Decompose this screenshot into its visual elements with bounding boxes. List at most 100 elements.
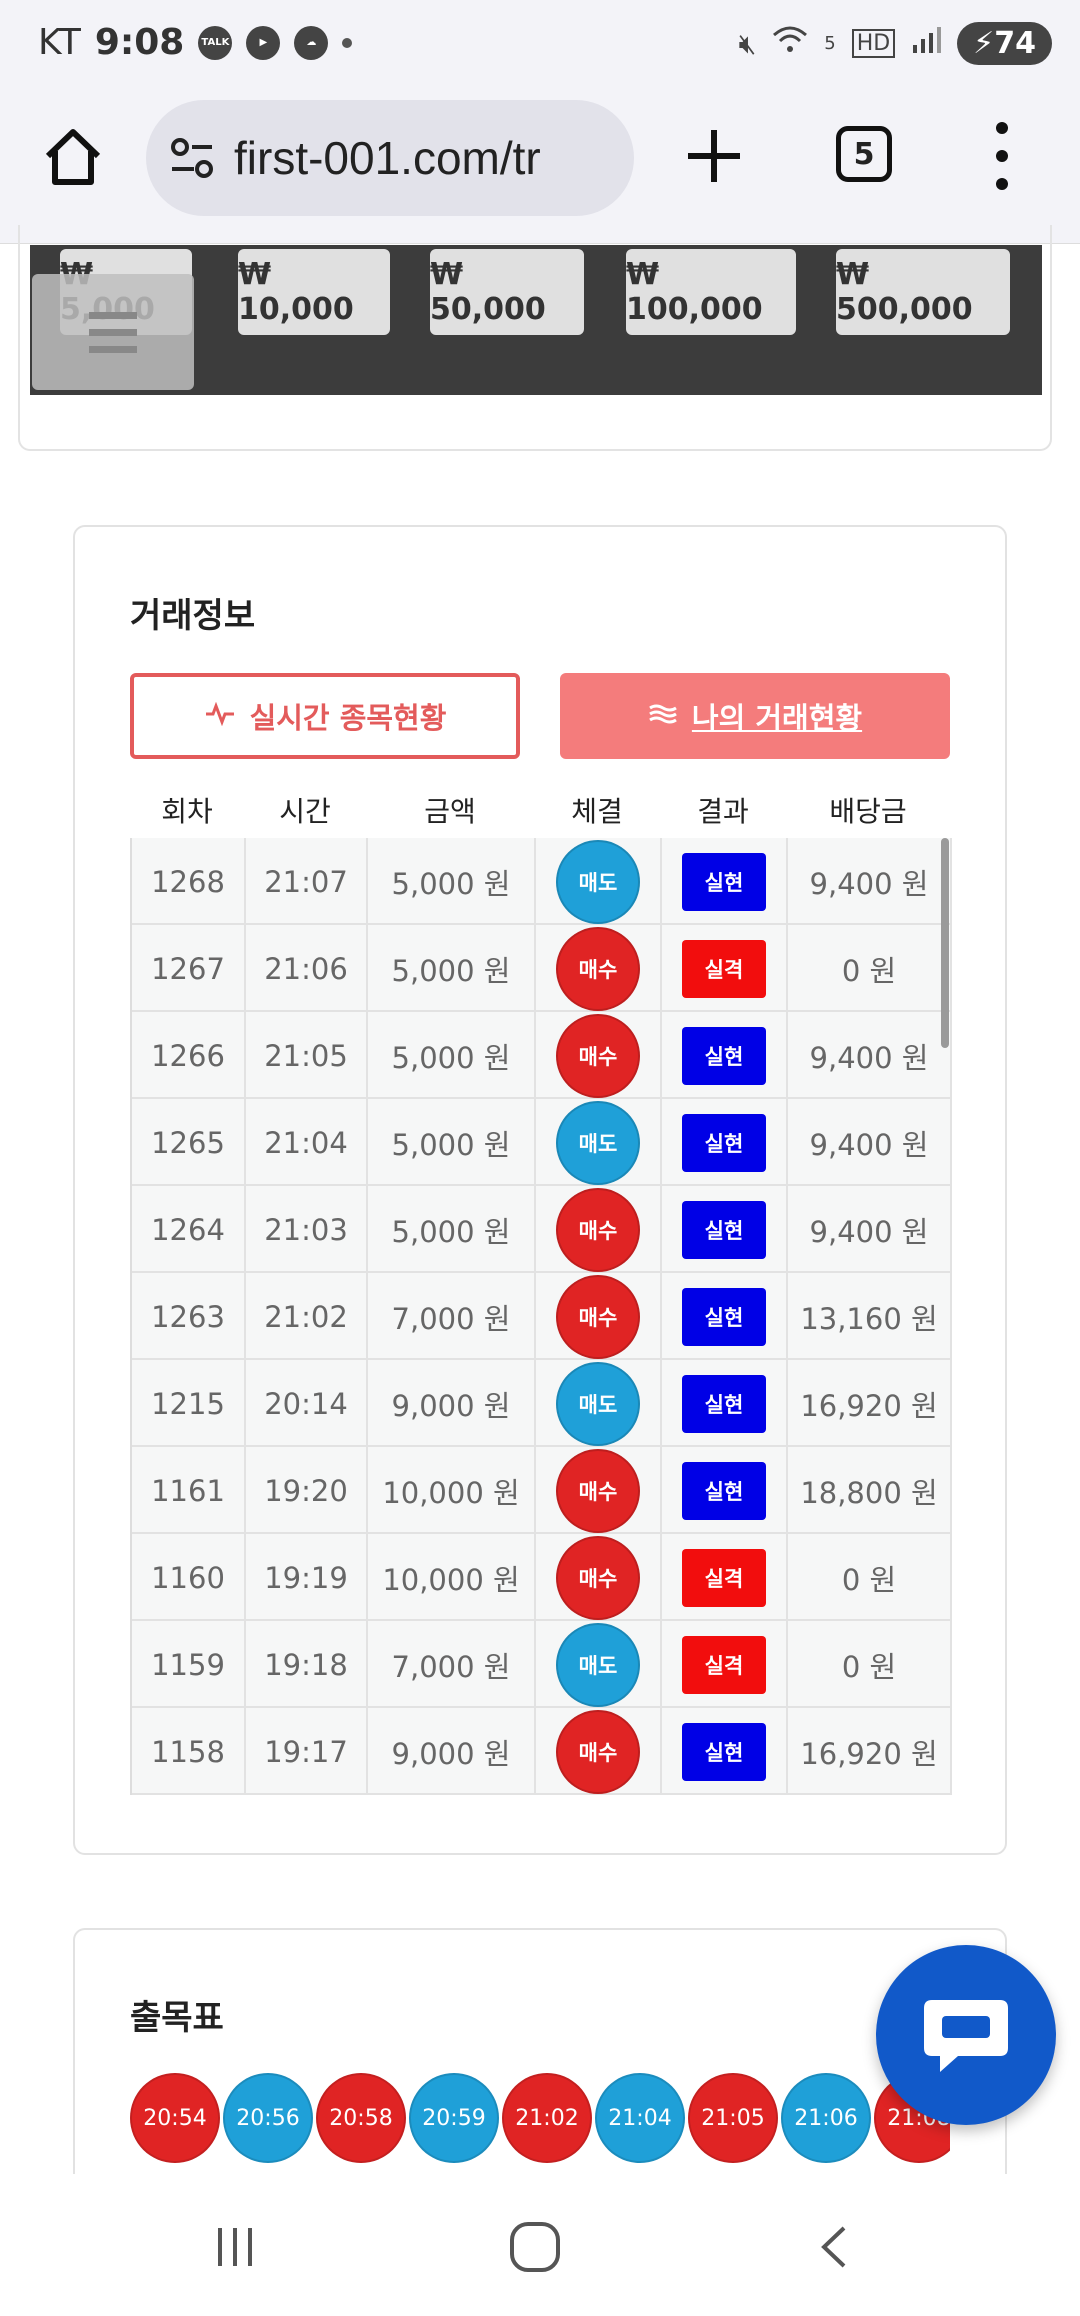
table-row: 1265 21:04 5,000 원 매도 실현 9,400 원 (132, 1099, 952, 1186)
buy-badge: 매수 (556, 926, 640, 1011)
cell-time: 21:04 (246, 1099, 368, 1186)
system-nav-bar (0, 2174, 1080, 2316)
sell-badge: 매도 (556, 839, 640, 924)
cell-round: 1161 (132, 1447, 246, 1534)
disqualified-badge: 실격 (682, 1548, 766, 1607)
cell-result: 실현 (662, 1099, 788, 1186)
battery-level: 74 (994, 26, 1036, 61)
tabs-icon[interactable]: 5 (836, 126, 892, 182)
cell-trade: 매도 (536, 838, 662, 925)
amount-button-10000[interactable]: ₩ 10,000 (238, 249, 390, 335)
trade-table-body[interactable]: 1268 21:07 5,000 원 매도 실현 9,400 원 1267 21:06 5,00… (130, 838, 952, 1795)
realized-badge: 실현 (682, 1374, 766, 1433)
cell-time: 21:06 (246, 925, 368, 1012)
tab-my-trades[interactable]: 나의 거래현황 (560, 673, 950, 759)
tab-mine-label: 나의 거래현황 (691, 701, 863, 735)
cell-amount: 10,000 원 (368, 1534, 536, 1621)
board-result-circle: 21:05 (688, 2073, 778, 2163)
cell-payout: 0 원 (788, 1534, 952, 1621)
recent-apps-icon[interactable] (200, 2214, 270, 2280)
tab-live-status[interactable]: 실시간 종목현황 (130, 673, 520, 759)
disqualified-badge: 실격 (682, 939, 766, 998)
table-header: 회차 시간 금액 체결 결과 배당금 (130, 790, 950, 830)
cell-trade: 매수 (536, 1534, 662, 1621)
tune-icon[interactable] (168, 134, 216, 182)
sell-badge: 매도 (556, 1361, 640, 1446)
table-row: 1215 20:14 9,000 원 매도 실현 16,920 원 (132, 1360, 952, 1447)
talk-notification-icon: TALK (198, 25, 233, 60)
cell-result: 실현 (662, 1360, 788, 1447)
amount-button-50000[interactable]: ₩ 50,000 (430, 249, 584, 335)
buy-badge: 매수 (556, 1187, 640, 1272)
back-icon[interactable] (800, 2214, 870, 2280)
sell-badge: 매도 (556, 1100, 640, 1185)
more-notifications-icon (342, 37, 353, 48)
address-bar[interactable]: first-001.com/tr (146, 100, 634, 216)
realized-badge: 실현 (682, 1113, 766, 1172)
cell-result: 실격 (662, 925, 788, 1012)
home-icon[interactable] (40, 124, 106, 190)
cell-amount: 5,000 원 (368, 1099, 536, 1186)
cell-payout: 9,400 원 (788, 1012, 952, 1099)
cell-payout: 0 원 (788, 1621, 952, 1708)
cell-time: 20:14 (246, 1360, 368, 1447)
tab-count: 5 (853, 136, 875, 172)
board-row: 20:54 20:56 20:58 20:59 21:02 21:04 21:05 21:06… (130, 2073, 950, 2173)
cell-trade: 매도 (536, 1621, 662, 1708)
board-result-circle: 20:54 (130, 2073, 220, 2163)
trade-info-title: 거래정보 (130, 596, 256, 636)
cell-result: 실현 (662, 1012, 788, 1099)
col-round: 회차 (161, 795, 213, 828)
home-nav-icon[interactable] (500, 2214, 570, 2280)
cloud-notification-icon: ☁ (294, 25, 329, 60)
table-row: 1263 21:02 7,000 원 매수 실현 13,160 원 (132, 1273, 952, 1360)
cell-trade: 매수 (536, 1186, 662, 1273)
cell-result: 실격 (662, 1621, 788, 1708)
cell-amount: 5,000 원 (368, 1012, 536, 1099)
cell-round: 1160 (132, 1534, 246, 1621)
hamburger-icon[interactable] (32, 274, 194, 390)
cell-payout: 9,400 원 (788, 1099, 952, 1186)
cell-result: 실현 (662, 1186, 788, 1273)
realized-badge: 실현 (682, 1200, 766, 1259)
cell-round: 1263 (132, 1273, 246, 1360)
chat-icon[interactable] (876, 1945, 1056, 2125)
cell-amount: 10,000 원 (368, 1447, 536, 1534)
cell-trade: 매수 (536, 925, 662, 1012)
cell-trade: 매수 (536, 1708, 662, 1795)
cell-payout: 0 원 (788, 925, 952, 1012)
table-scrollbar[interactable] (941, 838, 949, 1048)
plus-icon[interactable] (680, 122, 748, 190)
status-left: KT 9:08 TALK ▶ ☁ (38, 22, 353, 63)
cell-round: 1264 (132, 1186, 246, 1273)
signal-bars-icon (911, 25, 942, 62)
col-amount: 금액 (424, 795, 476, 828)
buy-badge: 매수 (556, 1709, 640, 1794)
clock: 9:08 (94, 22, 185, 63)
cell-time: 21:07 (246, 838, 368, 925)
cell-round: 1215 (132, 1360, 246, 1447)
pulse-icon (204, 699, 236, 733)
cell-round: 1267 (132, 925, 246, 1012)
cell-amount: 5,000 원 (368, 838, 536, 925)
amount-button-100000[interactable]: ₩ 100,000 (626, 249, 796, 335)
realized-badge: 실현 (682, 1026, 766, 1085)
disqualified-badge: 실격 (682, 1635, 766, 1694)
table-row: 1266 21:05 5,000 원 매수 실현 9,400 원 (132, 1012, 952, 1099)
buy-badge: 매수 (556, 1013, 640, 1098)
cell-trade: 매수 (536, 1273, 662, 1360)
url-text: first-001.com/tr (234, 132, 541, 184)
cell-trade: 매수 (536, 1012, 662, 1099)
status-bar: KT 9:08 TALK ▶ ☁ 🔇︎ 5 HD ⚡74 (0, 0, 1080, 92)
table-row: 1158 19:17 9,000 원 매수 실현 16,920 원 (132, 1708, 952, 1795)
cell-result: 실격 (662, 1534, 788, 1621)
cell-round: 1159 (132, 1621, 246, 1708)
cell-time: 19:17 (246, 1708, 368, 1795)
cell-payout: 9,400 원 (788, 838, 952, 925)
cell-result: 실현 (662, 1447, 788, 1534)
buy-badge: 매수 (556, 1448, 640, 1533)
amount-button-500000[interactable]: ₩ 500,000 (836, 249, 1010, 335)
cell-round: 1268 (132, 838, 246, 925)
cell-time: 21:02 (246, 1273, 368, 1360)
more-vert-icon[interactable] (990, 122, 1014, 190)
